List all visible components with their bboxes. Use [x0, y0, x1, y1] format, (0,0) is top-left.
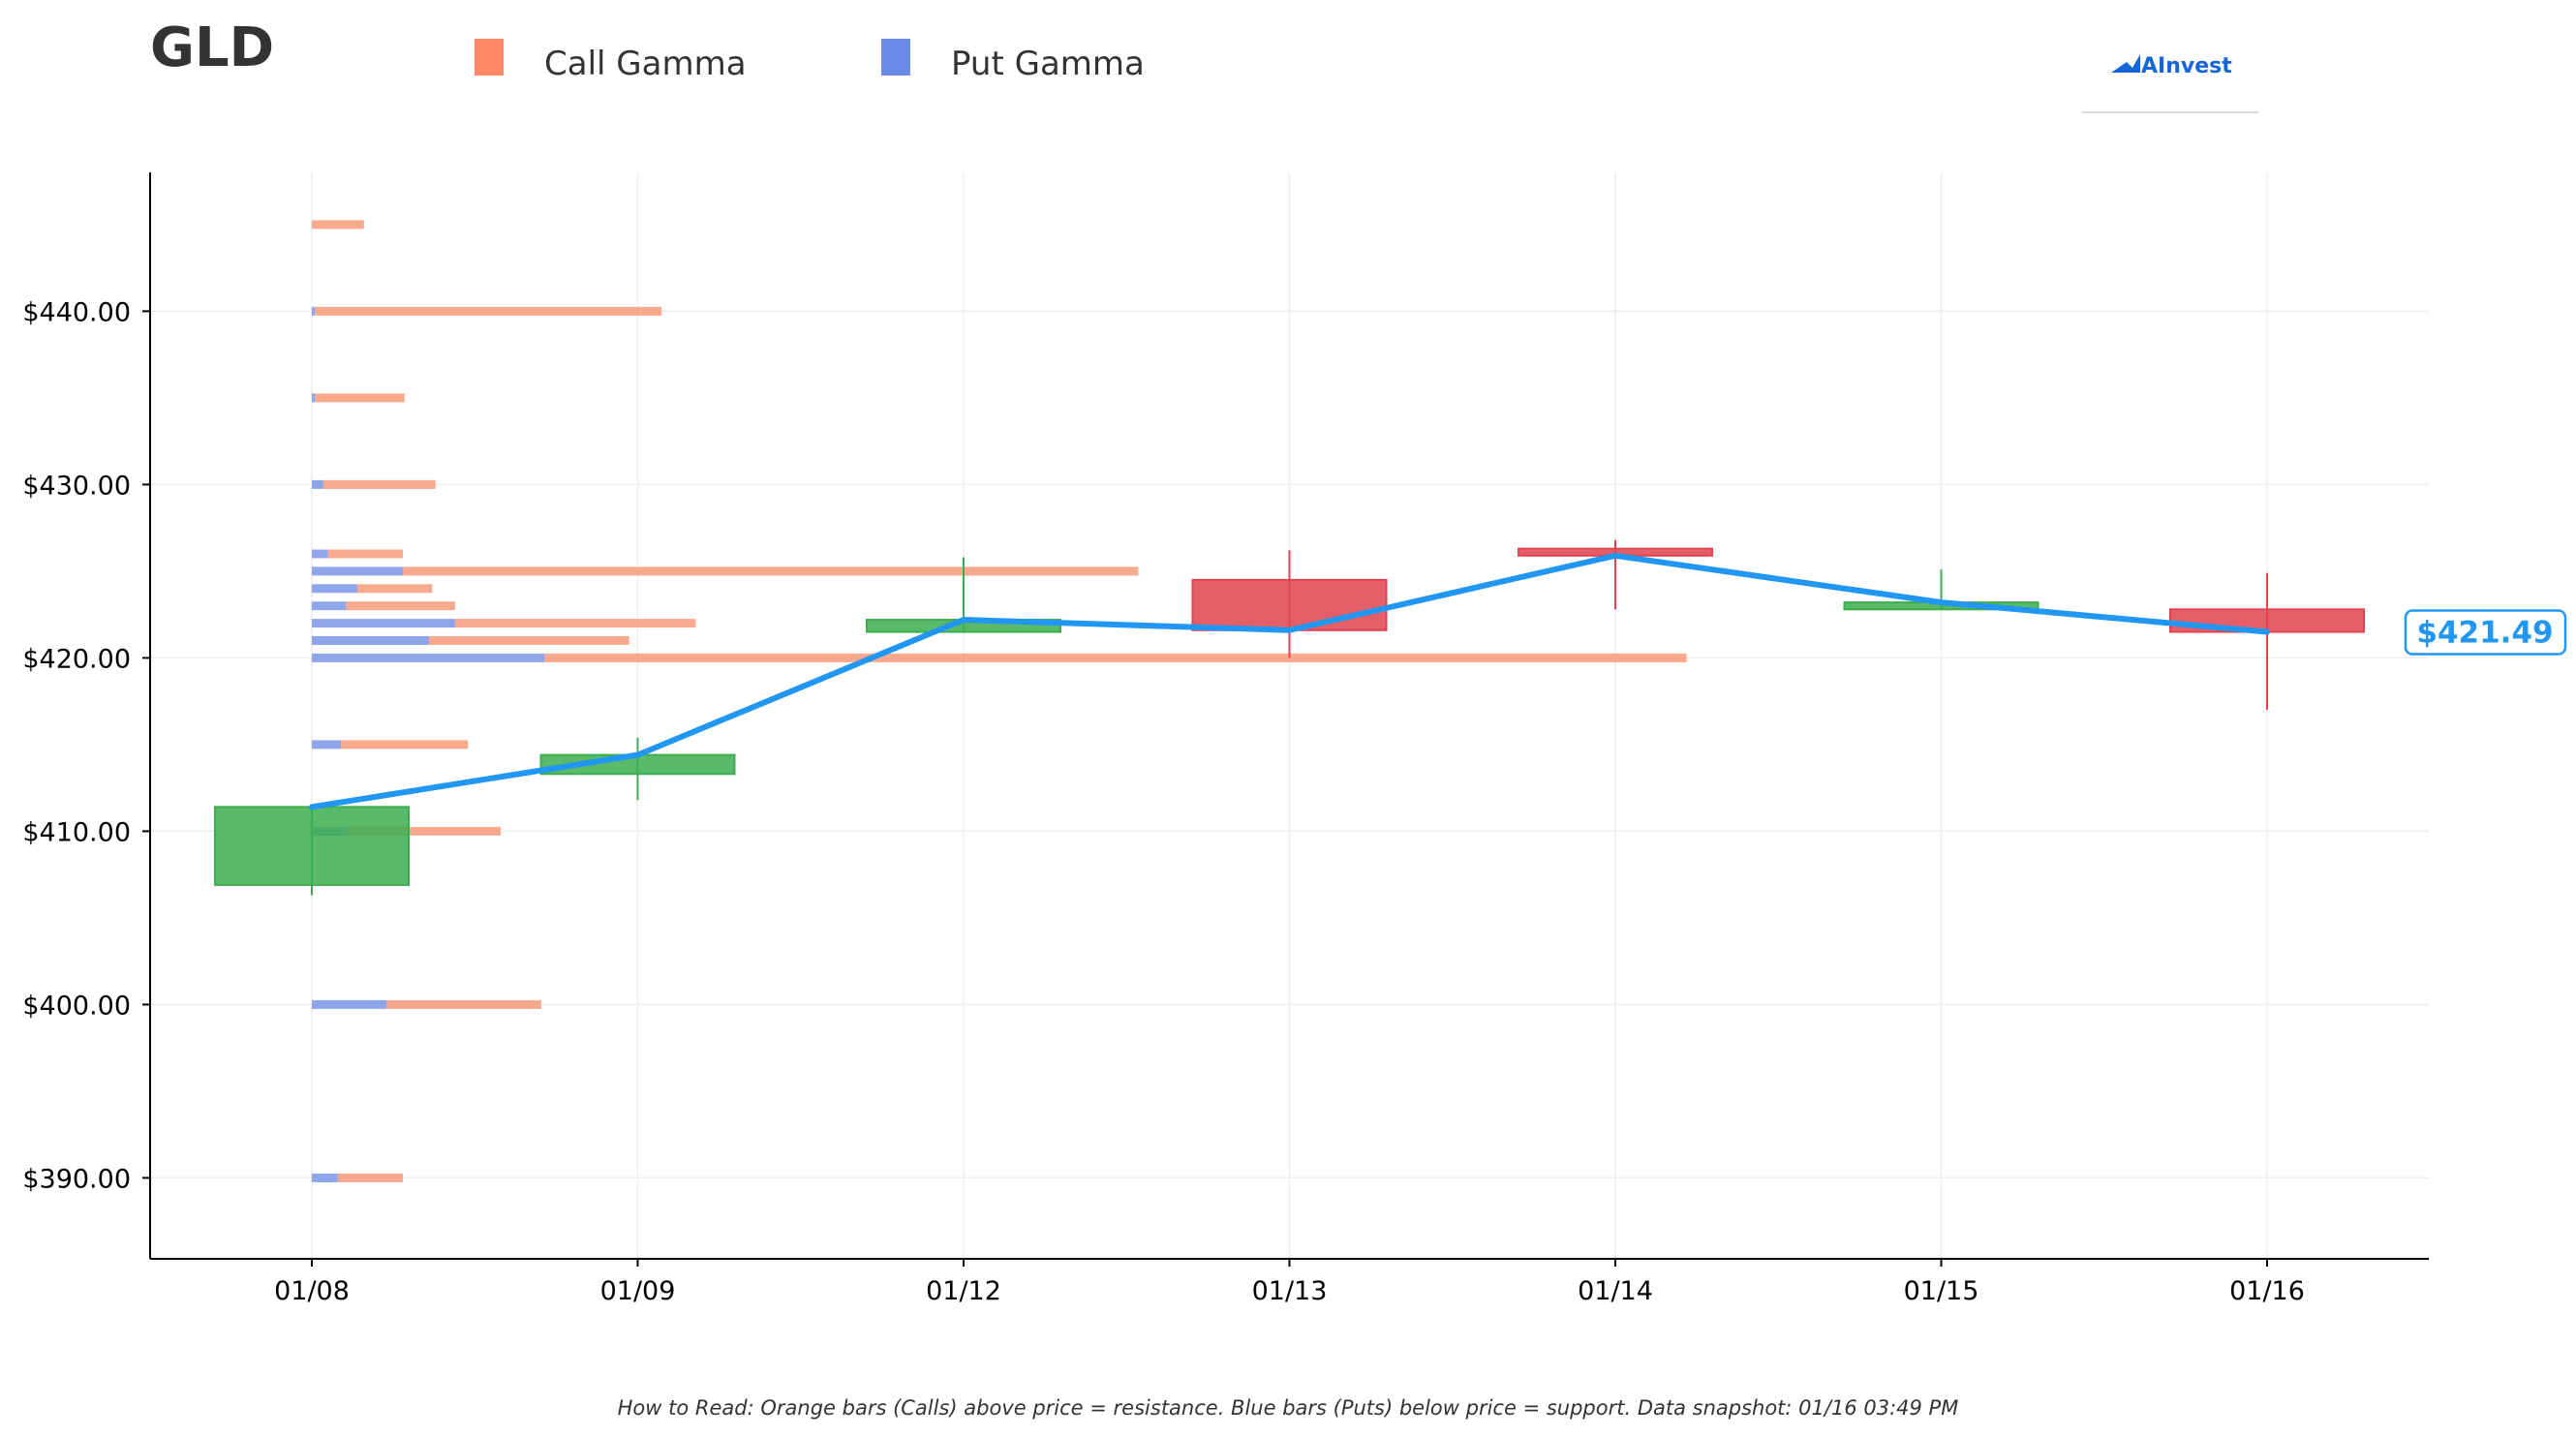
put-gamma-bar [312, 601, 347, 611]
call-gamma-bar [346, 601, 455, 611]
call-gamma-bar [403, 566, 1139, 576]
call-gamma-bar [315, 306, 662, 316]
call-gamma-bar [386, 999, 541, 1009]
gamma-bars [312, 220, 1687, 1182]
y-tick-label: $430.00 [22, 471, 131, 501]
put-gamma-bar [312, 306, 316, 316]
call-gamma-bar [454, 619, 696, 628]
call-gamma-bar [337, 1173, 404, 1182]
call-gamma-bar [357, 584, 433, 594]
put-gamma-bar [312, 1173, 338, 1182]
put-gamma-bar [312, 636, 429, 645]
call-gamma-bar [428, 636, 629, 645]
call-gamma-bar [312, 220, 364, 229]
call-gamma-bar [322, 479, 436, 489]
x-tick-label: 01/14 [1578, 1276, 1653, 1306]
put-gamma-bar [312, 549, 328, 559]
put-gamma-bar [312, 584, 358, 594]
put-gamma-bar [312, 479, 323, 489]
brand-logo: AInvest [2082, 54, 2258, 113]
current-price-badge: $421.49 [2404, 609, 2567, 656]
current-price-box [2404, 609, 2567, 656]
candle-body-down [1191, 578, 1388, 631]
put-gamma-bar [312, 619, 455, 628]
current-price-label: $421.49 [2416, 616, 2553, 651]
put-gamma-bar [312, 999, 387, 1009]
y-tick-label: $420.00 [22, 644, 131, 674]
legend-label-call: Call Gamma [544, 45, 747, 83]
x-tick-label: 01/13 [1252, 1276, 1328, 1306]
put-gamma-bar [312, 566, 404, 576]
x-tick-label: 01/16 [2229, 1276, 2305, 1306]
brand-name: AInvest [2141, 54, 2232, 78]
x-tick-label: 01/09 [600, 1276, 676, 1306]
call-gamma-bar [544, 653, 1687, 662]
call-gamma-bar [315, 393, 405, 403]
brand-logo-icon [2111, 54, 2140, 73]
call-gamma-bar [347, 826, 501, 836]
call-gamma-bar [327, 549, 404, 559]
x-tick-label: 01/12 [926, 1276, 1001, 1306]
x-axis-ticks: 01/08 01/09 01/12 01/13 01/14 01/15 01/16 [274, 1259, 2305, 1306]
y-tick-label: $390.00 [22, 1164, 131, 1194]
chart-title: GLD [150, 16, 274, 79]
legend: Call Gamma Put Gamma [475, 39, 1145, 83]
call-gamma-bar [341, 740, 469, 749]
y-tick-label: $440.00 [22, 297, 131, 327]
put-gamma-bar [312, 653, 545, 662]
y-tick-label: $400.00 [22, 991, 131, 1021]
put-gamma-bar [312, 393, 316, 403]
x-tick-label: 01/15 [1904, 1276, 1979, 1306]
put-gamma-bar [312, 740, 342, 749]
y-axis-ticks: $390.00 $400.00 $410.00 $420.00 $430.00 $440.… [22, 297, 150, 1194]
legend-label-put: Put Gamma [951, 45, 1145, 83]
y-tick-label: $410.00 [22, 817, 131, 847]
legend-swatch-put [881, 39, 910, 76]
candle-body-up [214, 806, 410, 886]
how-to-read-footnote: How to Read: Orange bars (Calls) above p… [618, 1396, 1959, 1420]
close-price-line [309, 552, 2270, 810]
close-price-polyline [309, 552, 2270, 810]
x-tick-label: 01/08 [274, 1276, 350, 1306]
legend-swatch-call [475, 39, 504, 76]
grid-lines [150, 172, 2429, 1259]
